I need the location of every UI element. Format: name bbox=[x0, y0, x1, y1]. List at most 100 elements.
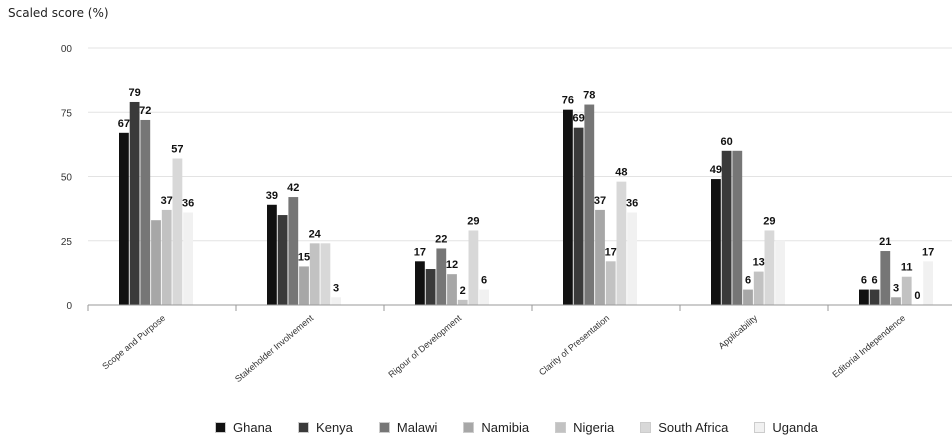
bar bbox=[267, 204, 277, 305]
bar bbox=[320, 243, 331, 305]
data-label: 37 bbox=[161, 195, 173, 207]
bar bbox=[161, 209, 172, 305]
bar bbox=[711, 179, 721, 305]
bar bbox=[331, 297, 341, 305]
bar bbox=[288, 197, 299, 305]
data-label: 6 bbox=[872, 275, 878, 287]
legend-item: Ghana bbox=[215, 420, 272, 435]
legend-item: Kenya bbox=[298, 420, 353, 435]
legend-item: Nigeria bbox=[555, 420, 614, 435]
legend-swatch bbox=[378, 422, 390, 433]
data-labels: 6779723757363942152431722122296766978371… bbox=[118, 87, 934, 302]
legend-item: Malawi bbox=[378, 420, 437, 435]
data-label: 37 bbox=[594, 195, 606, 207]
data-label: 0 bbox=[914, 290, 920, 302]
y-tick-label: 0 bbox=[66, 301, 72, 312]
legend-swatch bbox=[754, 422, 766, 433]
bar bbox=[140, 119, 151, 306]
bar bbox=[584, 104, 595, 305]
y-tick-label: 75 bbox=[61, 108, 73, 119]
bar bbox=[479, 289, 489, 305]
data-label: 57 bbox=[171, 144, 183, 156]
data-label: 60 bbox=[720, 136, 732, 148]
data-label: 39 bbox=[266, 190, 278, 202]
bar bbox=[891, 297, 901, 305]
bar bbox=[299, 266, 309, 305]
bar bbox=[151, 220, 161, 305]
bar bbox=[119, 132, 129, 305]
data-label: 6 bbox=[481, 275, 487, 287]
bar bbox=[732, 150, 743, 305]
data-label: 17 bbox=[414, 246, 426, 258]
legend-item: South Africa bbox=[640, 420, 728, 435]
data-label: 13 bbox=[753, 257, 765, 269]
legend-item: Namibia bbox=[463, 420, 529, 435]
legend-label: Ghana bbox=[233, 420, 273, 435]
legend-label: South Africa bbox=[658, 420, 729, 435]
data-label: 24 bbox=[309, 228, 322, 240]
data-label: 3 bbox=[893, 282, 899, 294]
data-label: 3 bbox=[333, 282, 339, 294]
legend-swatch bbox=[463, 422, 475, 433]
bar bbox=[743, 289, 753, 305]
legend-swatch bbox=[640, 422, 652, 433]
data-label: 36 bbox=[626, 197, 638, 209]
data-label: 2 bbox=[460, 285, 466, 297]
bar bbox=[436, 248, 447, 305]
bar bbox=[764, 230, 775, 305]
bar bbox=[129, 101, 140, 305]
data-label: 79 bbox=[128, 87, 140, 99]
data-label: 42 bbox=[287, 182, 299, 194]
legend: Ghana Kenya Malawi Namibia Nigeria South Afri… bbox=[215, 420, 844, 435]
bar bbox=[627, 212, 637, 305]
data-label: 11 bbox=[901, 262, 913, 274]
legend-swatch bbox=[298, 422, 310, 433]
legend-swatch bbox=[215, 422, 226, 433]
bar bbox=[309, 243, 320, 305]
y-axis: 0 25 50 75 00 bbox=[61, 44, 73, 312]
bar bbox=[595, 209, 605, 305]
y-tick-label: 50 bbox=[61, 173, 73, 184]
data-label: 29 bbox=[467, 215, 479, 227]
legend-swatch bbox=[555, 422, 567, 433]
y-tick-label: 00 bbox=[61, 44, 73, 55]
y-tick-label: 25 bbox=[61, 237, 73, 248]
data-label: 15 bbox=[298, 251, 310, 263]
bar bbox=[277, 215, 288, 305]
bar bbox=[605, 261, 616, 305]
bar bbox=[923, 261, 933, 305]
bar bbox=[425, 269, 436, 305]
bar bbox=[869, 289, 880, 305]
bar bbox=[447, 274, 457, 305]
data-label: 17 bbox=[922, 246, 934, 258]
data-label: 6 bbox=[745, 275, 751, 287]
data-label: 78 bbox=[583, 90, 595, 102]
data-label: 12 bbox=[446, 259, 458, 271]
bar bbox=[753, 271, 764, 305]
bar bbox=[183, 212, 193, 305]
data-label: 29 bbox=[763, 215, 775, 227]
legend-label: Uganda bbox=[772, 420, 818, 435]
bar bbox=[563, 109, 573, 306]
bar bbox=[721, 150, 732, 305]
bar bbox=[859, 289, 869, 305]
data-label: 22 bbox=[435, 233, 447, 245]
bar bbox=[172, 158, 183, 305]
x-tick-label: Editorial Independence bbox=[830, 313, 907, 380]
bar bbox=[415, 261, 425, 305]
x-tick-label: Scope and Purpose bbox=[100, 313, 167, 371]
legend-label: Kenya bbox=[316, 420, 353, 435]
legend-item: Uganda bbox=[754, 420, 818, 435]
data-label: 6 bbox=[861, 275, 867, 287]
data-label: 69 bbox=[572, 113, 584, 125]
data-label: 72 bbox=[139, 105, 151, 117]
data-label: 49 bbox=[710, 164, 722, 176]
legend-label: Nigeria bbox=[573, 420, 615, 435]
data-label: 17 bbox=[605, 246, 617, 258]
x-tick-label: Clarity of Presentation bbox=[537, 313, 611, 378]
page-title: Scaled score (%) bbox=[8, 6, 109, 20]
chart-grid bbox=[88, 47, 952, 306]
data-label: 36 bbox=[182, 197, 194, 209]
x-tick-label: Applicability bbox=[716, 313, 759, 352]
